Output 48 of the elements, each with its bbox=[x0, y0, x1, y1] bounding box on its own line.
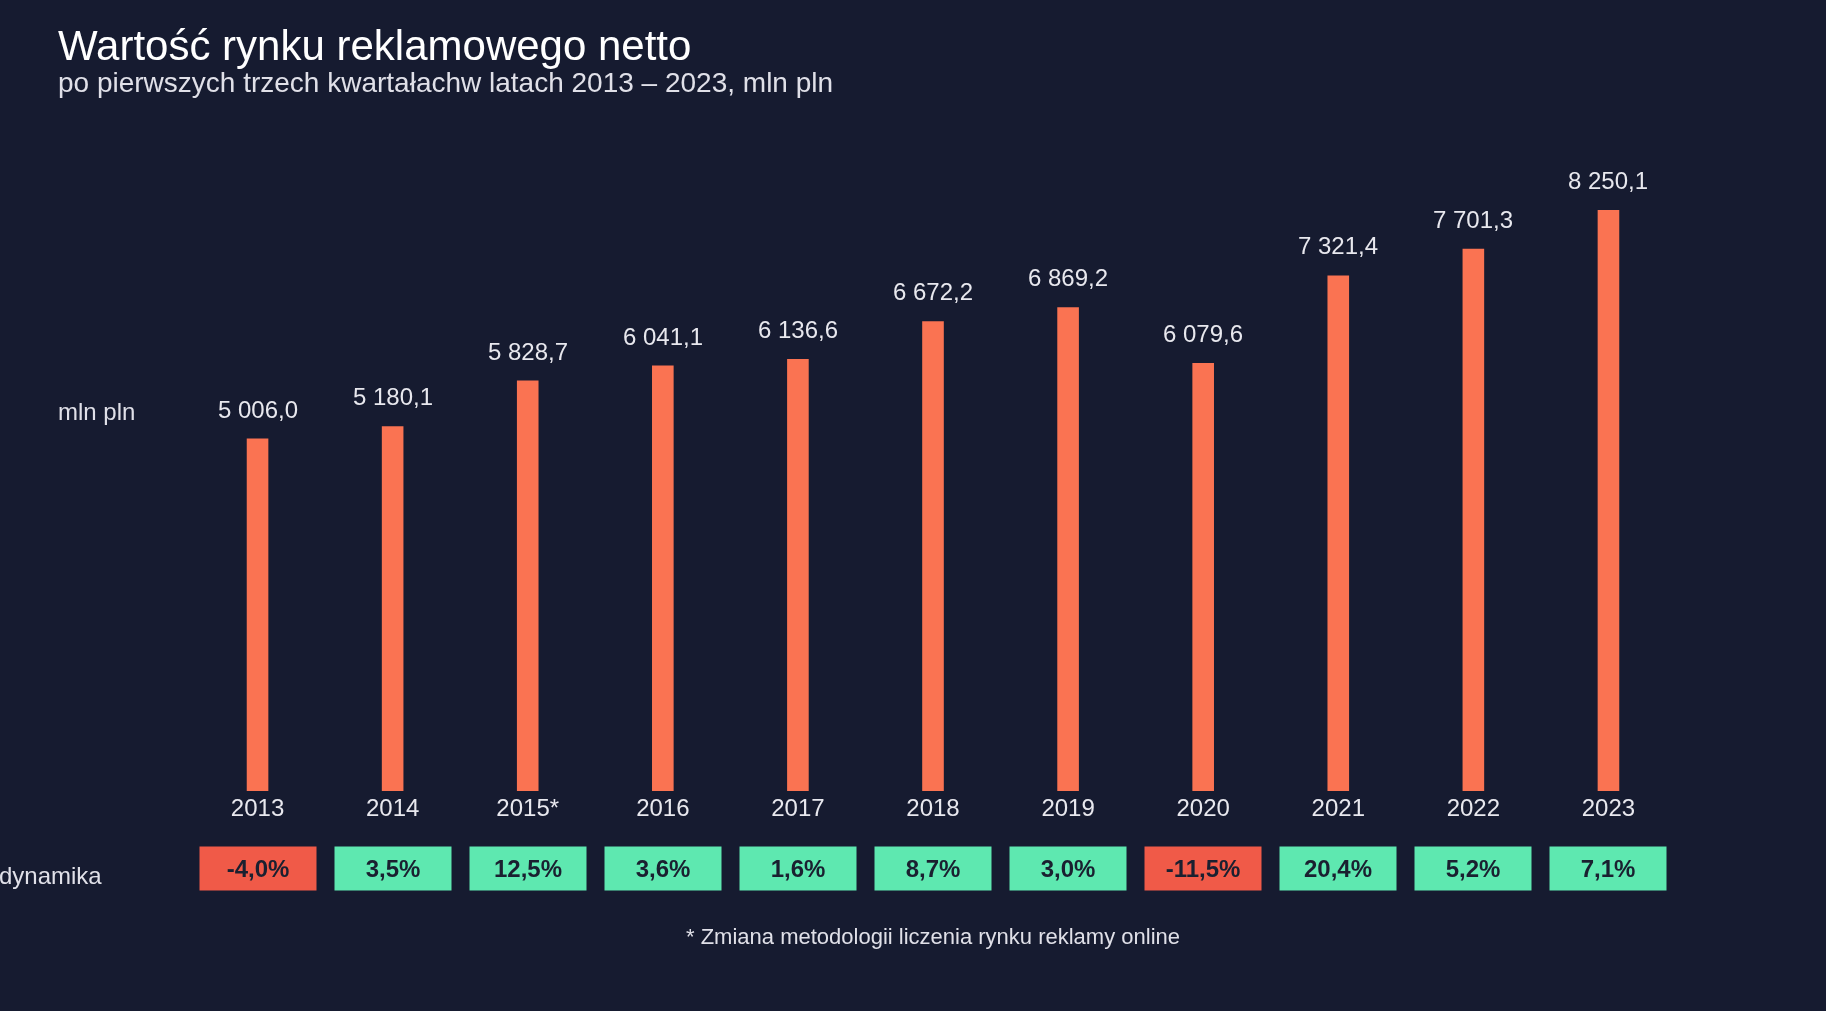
x-tick-label: 2018 bbox=[906, 794, 960, 821]
text: 3,6% bbox=[635, 855, 691, 882]
x-tick-label: 2013 bbox=[230, 794, 285, 821]
data-label: 6 869,2 bbox=[1028, 264, 1109, 291]
x-tick-label: 2019 bbox=[1041, 794, 1095, 821]
x-tick-label: 2017 bbox=[771, 794, 825, 821]
x-tick-label: 2022 bbox=[1446, 794, 1501, 821]
x-tick-label: 2016 bbox=[636, 794, 690, 821]
data-label: 8 250,1 bbox=[1568, 167, 1649, 194]
bar bbox=[1057, 307, 1079, 791]
text: 20,4% bbox=[1303, 855, 1373, 882]
text: 5,2% bbox=[1445, 855, 1501, 882]
text: 8,7% bbox=[905, 855, 961, 882]
bar bbox=[652, 365, 674, 791]
bar bbox=[516, 380, 539, 791]
text: -4,0% bbox=[226, 855, 290, 882]
x-tick-label: 2021 bbox=[1311, 794, 1365, 821]
text: 1,6% bbox=[770, 855, 826, 882]
data-label: 7 701,3 bbox=[1433, 206, 1514, 233]
data-label: 5 006,0 bbox=[218, 396, 299, 423]
data-label: 5 828,7 bbox=[488, 338, 569, 365]
text: 12,5% bbox=[493, 855, 563, 882]
bar bbox=[922, 321, 944, 791]
bar bbox=[381, 426, 404, 791]
x-tick-label: 2014 bbox=[365, 794, 420, 821]
x-tick-label: 2015* bbox=[496, 794, 560, 821]
y-axis-title: mln pln bbox=[58, 398, 136, 425]
text: -11,5% bbox=[1165, 855, 1241, 882]
text: 7,1% bbox=[1580, 855, 1636, 882]
data-label: 6 079,6 bbox=[1163, 320, 1244, 347]
text: dynamika bbox=[0, 862, 103, 889]
chart-title: Wartość rynku reklamowego netto bbox=[58, 22, 692, 69]
data-label: 7 321,4 bbox=[1298, 232, 1379, 259]
x-tick-label: 2020 bbox=[1176, 794, 1230, 821]
bar bbox=[1597, 210, 1620, 791]
data-label: 6 136,6 bbox=[758, 316, 839, 343]
bar bbox=[1192, 362, 1214, 791]
bar bbox=[787, 358, 809, 791]
text: * Zmiana metodologii liczenia rynku reklamy online bbox=[686, 924, 1181, 949]
x-tick-label: 2023 bbox=[1581, 794, 1636, 821]
bar bbox=[1327, 275, 1350, 791]
data-label: 6 041,1 bbox=[623, 323, 704, 350]
data-label: 6 672,2 bbox=[893, 278, 974, 305]
data-label: 5 180,1 bbox=[353, 383, 434, 410]
text: 3,5% bbox=[365, 855, 421, 882]
bar bbox=[246, 438, 269, 791]
bar bbox=[1462, 248, 1485, 791]
text: 3,0% bbox=[1040, 855, 1096, 882]
